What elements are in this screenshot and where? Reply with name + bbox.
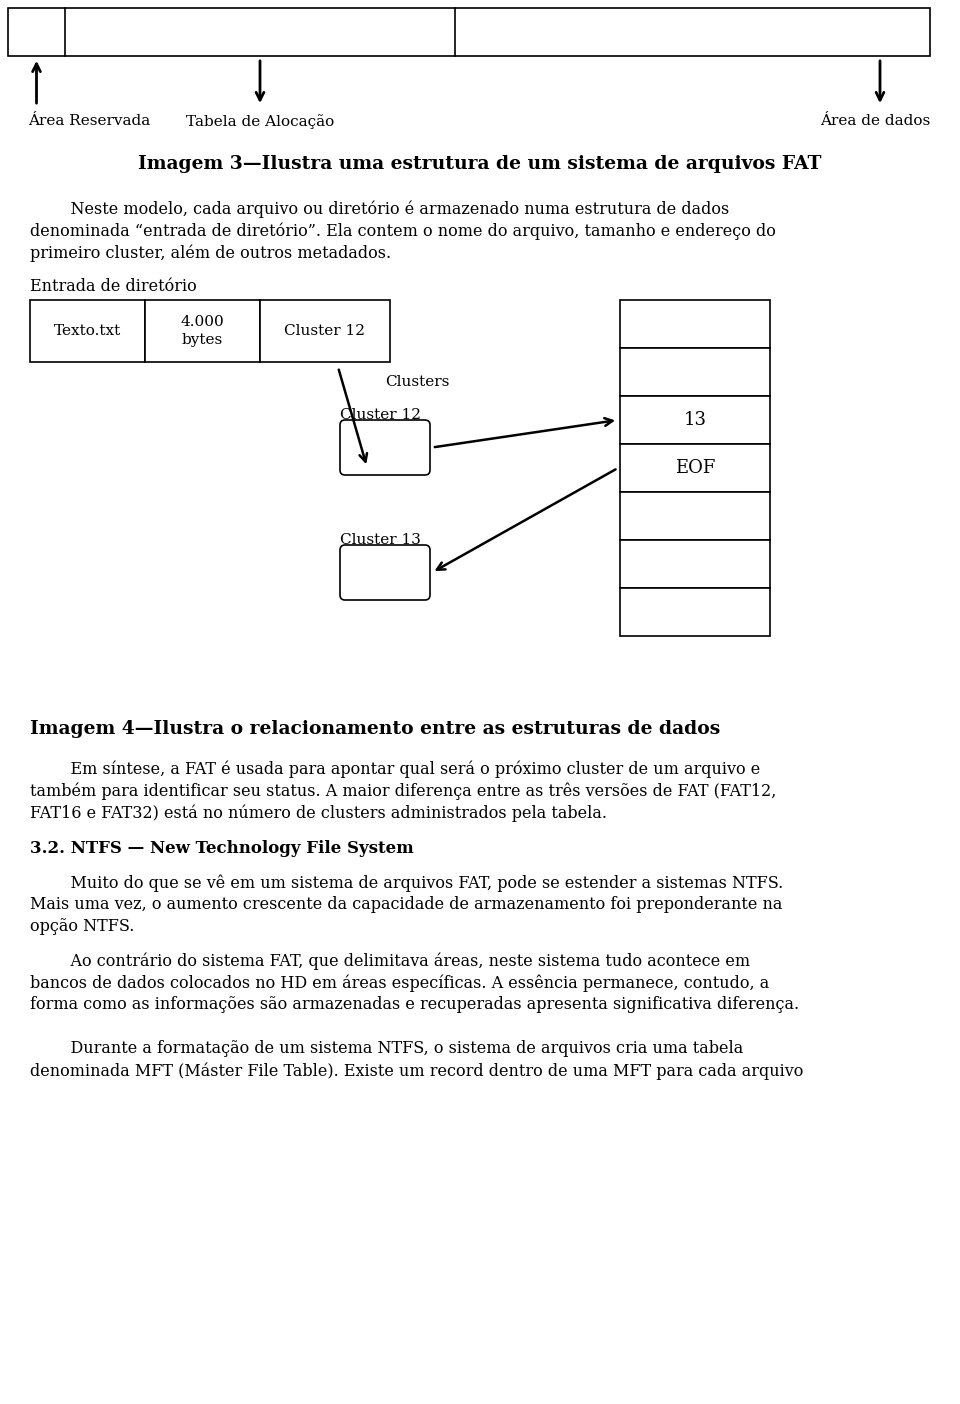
Text: Tabela de Alocação: Tabela de Alocação bbox=[186, 114, 334, 129]
Text: 13: 13 bbox=[684, 411, 707, 430]
Text: bancos de dados colocados no HD em áreas específicas. A essência permanece, cont: bancos de dados colocados no HD em áreas… bbox=[30, 974, 769, 991]
Bar bbox=[620, 541, 770, 588]
Text: Mais uma vez, o aumento crescente da capacidade de armazenamento foi preponderan: Mais uma vez, o aumento crescente da cap… bbox=[30, 896, 782, 913]
Text: Entrada de diretório: Entrada de diretório bbox=[30, 278, 197, 295]
Text: Neste modelo, cada arquivo ou diretório é armazenado numa estrutura de dados: Neste modelo, cada arquivo ou diretório … bbox=[50, 199, 730, 218]
Text: Muito do que se vê em um sistema de arquivos FAT, pode se estender a sistemas NT: Muito do que se vê em um sistema de arqu… bbox=[50, 875, 783, 892]
Text: 4.000
bytes: 4.000 bytes bbox=[180, 314, 225, 347]
Text: também para identificar seu status. A maior diferença entre as três versões de F: também para identificar seu status. A ma… bbox=[30, 782, 777, 799]
Bar bbox=[620, 588, 770, 636]
Text: Texto.txt: Texto.txt bbox=[54, 324, 121, 338]
Text: 3.2. NTFS — New Technology File System: 3.2. NTFS — New Technology File System bbox=[30, 840, 414, 856]
Text: Área Reservada: Área Reservada bbox=[29, 114, 151, 128]
Text: Clusters: Clusters bbox=[385, 375, 449, 389]
FancyBboxPatch shape bbox=[340, 545, 430, 600]
Text: EOF: EOF bbox=[675, 459, 715, 477]
Bar bbox=[620, 348, 770, 396]
Text: forma como as informações são armazenadas e recuperadas apresenta significativa : forma como as informações são armazenada… bbox=[30, 995, 799, 1014]
Bar bbox=[620, 300, 770, 348]
Bar bbox=[620, 444, 770, 491]
Text: denominada “entrada de diretório”. Ela contem o nome do arquivo, tamanho e ender: denominada “entrada de diretório”. Ela c… bbox=[30, 222, 776, 240]
Text: Imagem 4—Ilustra o relacionamento entre as estruturas de dados: Imagem 4—Ilustra o relacionamento entre … bbox=[30, 720, 720, 739]
Text: opção NTFS.: opção NTFS. bbox=[30, 918, 134, 935]
Bar bbox=[260, 300, 390, 362]
Text: denominada MFT (Máster File Table). Existe um record dentro de uma MFT para cada: denominada MFT (Máster File Table). Exis… bbox=[30, 1061, 804, 1080]
Text: FAT16 e FAT32) está no número de clusters administrados pela tabela.: FAT16 e FAT32) está no número de cluster… bbox=[30, 804, 607, 821]
Bar bbox=[30, 300, 145, 362]
Text: Cluster 12: Cluster 12 bbox=[340, 409, 421, 423]
Text: Em síntese, a FAT é usada para apontar qual será o próximo cluster de um arquivo: Em síntese, a FAT é usada para apontar q… bbox=[50, 760, 760, 778]
Text: Área de dados: Área de dados bbox=[820, 114, 930, 128]
Text: Cluster 12: Cluster 12 bbox=[284, 324, 366, 338]
Text: primeiro cluster, além de outros metadados.: primeiro cluster, além de outros metadad… bbox=[30, 244, 391, 261]
Bar bbox=[620, 491, 770, 541]
Bar bbox=[8, 8, 930, 56]
Text: Imagem 3—Ilustra uma estrutura de um sistema de arquivos FAT: Imagem 3—Ilustra uma estrutura de um sis… bbox=[138, 154, 822, 173]
Bar bbox=[145, 300, 260, 362]
Text: Cluster 13: Cluster 13 bbox=[340, 534, 420, 548]
Text: Ao contrário do sistema FAT, que delimitava áreas, neste sistema tudo acontece e: Ao contrário do sistema FAT, que delimit… bbox=[50, 952, 750, 970]
Text: Durante a formatação de um sistema NTFS, o sistema de arquivos cria uma tabela: Durante a formatação de um sistema NTFS,… bbox=[50, 1040, 743, 1057]
Bar bbox=[620, 396, 770, 444]
FancyBboxPatch shape bbox=[340, 420, 430, 475]
